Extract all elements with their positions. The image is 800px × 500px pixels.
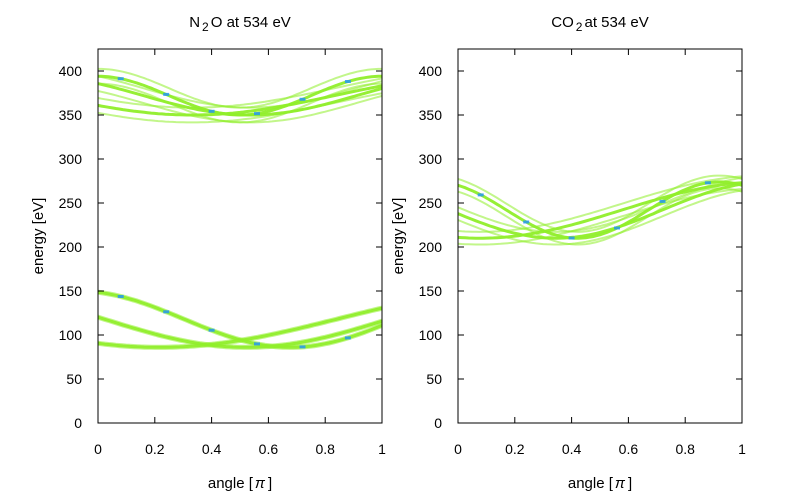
x-tick-label: 0.4 [202,441,222,457]
intensity-peak [299,97,306,101]
x-axis-label: angle [π] [568,475,632,492]
intensity-peak [299,345,306,349]
intensity-peak [254,112,260,116]
band-trace [457,187,743,246]
chart-panel-co2: 0 0.2 0.4 0.6 0.8 1 0 50 100 150 200 250 300 350 400 an… [390,14,746,492]
band-series-0 [97,67,383,124]
x-axis-label-symbol: π [255,475,266,492]
plot-frame [457,48,743,424]
intensity-peak [117,295,124,298]
intensity-peak [344,80,351,83]
band-trace [97,77,383,109]
x-tick-label: 0.8 [675,441,695,457]
chart-panel-n2o: 0 0.2 0.4 0.6 0.8 1 0 50 100 150 200 250 300 350 400 an… [30,14,386,492]
y-tick-label: 250 [419,195,443,211]
chart-title-subscript: 2 [576,20,583,34]
y-axis: 0 50 100 150 200 250 300 350 400 [59,63,382,431]
band-series-0 [457,174,743,246]
y-axis-label: energy [eV] [390,198,407,275]
intensity-peak [163,92,170,96]
y-tick-label: 350 [419,107,443,123]
y-tick-label: 100 [419,327,443,343]
band-series-1 [97,289,383,350]
intensity-peak [477,193,484,197]
data-layer [457,174,743,246]
intensity-peak [117,77,124,81]
x-tick-label: 0.4 [562,441,582,457]
x-tick-label: 1 [378,441,386,457]
y-tick-label: 400 [419,63,443,79]
y-tick-label: 50 [66,371,82,387]
x-tick-label: 0 [94,441,102,457]
chart-title-rest: O at 534 eV [211,14,291,31]
y-tick-label: 200 [419,239,443,255]
chart-title-main: N [189,14,200,31]
y-tick-label: 350 [59,107,83,123]
chart-title-subscript: 2 [202,20,209,34]
y-tick-label: 150 [419,283,443,299]
band-trace [97,92,383,124]
intensity-peak [344,336,351,340]
x-axis-label-main: angle [ [568,475,614,492]
intensity-peak [208,109,215,113]
x-tick-label: 0.6 [619,441,639,457]
y-tick-label: 0 [434,415,442,431]
intensity-peak [523,220,530,224]
x-tick-label: 0.2 [505,441,525,457]
x-tick-label: 0.2 [145,441,165,457]
plot-frame [97,48,383,424]
band-trace [457,175,743,233]
x-axis-label-close: ] [268,475,272,492]
intensity-peak [208,328,215,332]
x-tick-label: 0 [454,441,462,457]
y-tick-label: 150 [59,283,83,299]
y-tick-label: 50 [426,371,442,387]
x-axis-label-symbol: π [615,475,626,492]
band-trace [457,174,743,233]
intensity-peak [163,310,170,314]
x-axis-label-close: ] [628,475,632,492]
y-axis: 0 50 100 150 200 250 300 350 400 [419,63,742,431]
intensity-peak [568,236,575,240]
x-axis-label: angle [π] [208,475,272,492]
y-tick-label: 400 [59,63,83,79]
band-trace [97,315,383,349]
band-trace [97,317,383,350]
x-axis: 0 0.2 0.4 0.6 0.8 1 [94,49,386,457]
intensity-peak [659,199,666,203]
chart-title: CO 2 at 534 eV [551,14,648,34]
band-trace [457,181,743,240]
band-trace [97,308,383,350]
intensity-peak [614,226,620,230]
x-axis-label-main: angle [ [208,475,254,492]
band-trace [97,82,383,117]
y-tick-label: 0 [74,415,82,431]
x-tick-label: 1 [738,441,746,457]
x-tick-label: 0.6 [259,441,279,457]
intensity-peak [254,342,260,346]
intensity-peak [704,181,711,185]
y-axis-label: energy [eV] [30,198,47,275]
band-trace [457,188,743,246]
y-tick-label: 200 [59,239,83,255]
x-tick-label: 0.8 [315,441,335,457]
chart-title-rest: at 534 eV [584,14,648,31]
band-trace [97,314,383,347]
data-layer [97,67,383,350]
band-trace [97,90,383,124]
y-tick-label: 300 [59,151,83,167]
y-tick-label: 100 [59,327,83,343]
y-tick-label: 300 [419,151,443,167]
band-trace [97,306,383,349]
band-trace [457,180,743,240]
x-axis: 0 0.2 0.4 0.6 0.8 1 [454,49,746,457]
band-trace [97,305,383,347]
chart-title-main: CO [551,14,574,31]
band-trace [97,84,383,117]
y-tick-label: 250 [59,195,83,211]
